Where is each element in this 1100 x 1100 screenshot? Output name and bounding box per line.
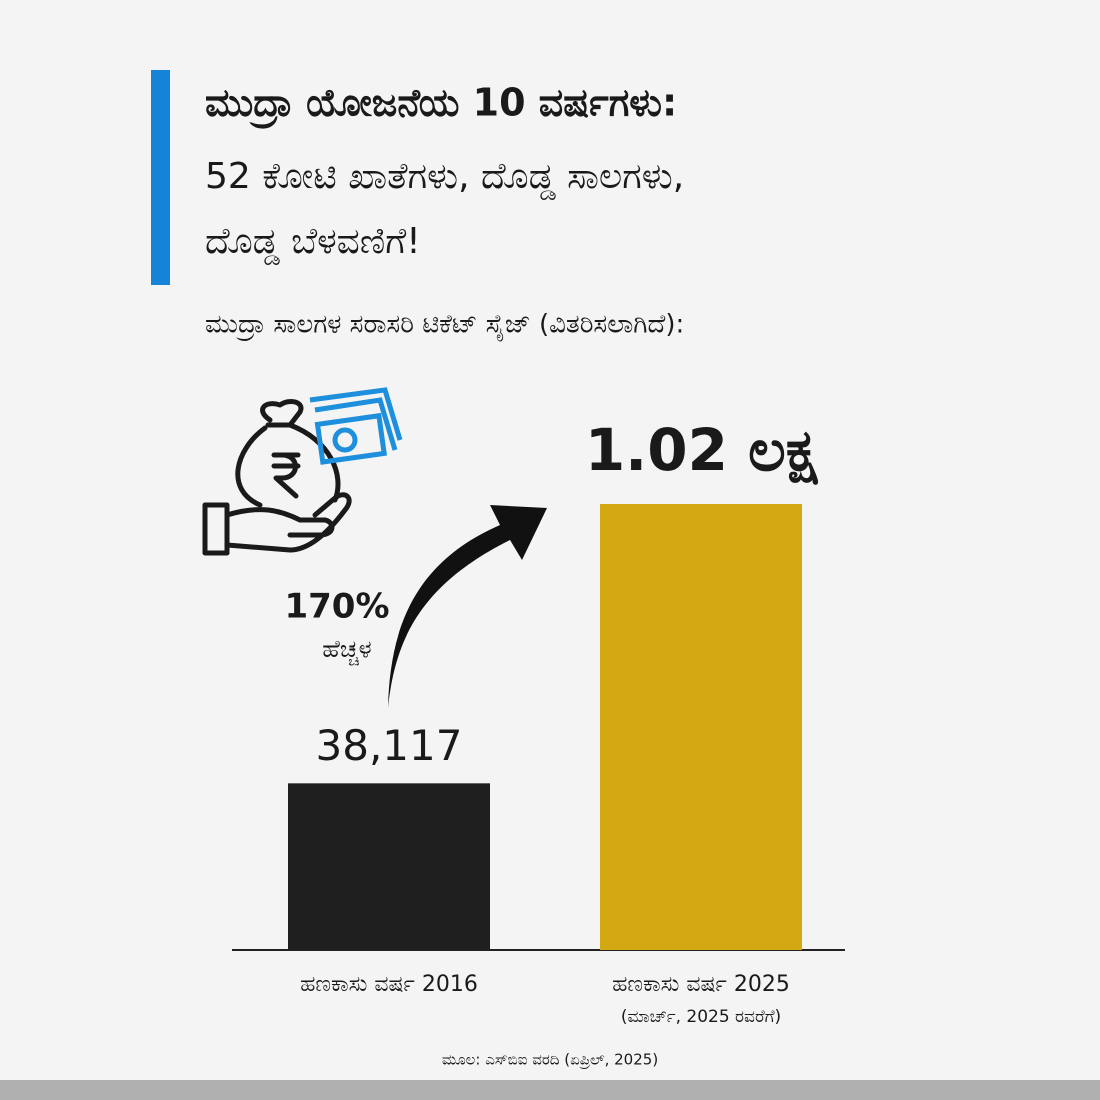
value-label: 1.02 ಲಕ್ಷ <box>585 416 819 485</box>
growth-arrow <box>388 505 547 708</box>
title-accent <box>151 70 170 285</box>
value-label: 38,117 <box>316 721 463 770</box>
source: ಮೂಲ: ಎಸ್‌ಬಿಐ ವರದಿ (ಏಪ್ರಿಲ್, 2025) <box>442 1051 658 1069</box>
annotation-value: 170% <box>284 587 389 627</box>
title-line: ಮುದ್ರಾ ಯೋಜನೆಯ 10 ವರ್ಷಗಳು: <box>205 81 677 130</box>
x-tick-note: (ಮಾರ್ಚ್, 2025 ರವರೆಗೆ) <box>621 1007 781 1027</box>
title-line: 52 ಕೋಟಿ ಖಾತೆಗಳು, ದೊಡ್ಡ ಸಾಲಗಳು, <box>205 156 684 200</box>
annotation-text: ಹೆಚ್ಚಳ <box>322 635 371 665</box>
cash-icon <box>309 387 403 465</box>
title-line: ದೊಡ್ಡ ಬೆಳವಣಿಗೆ! <box>205 221 421 265</box>
x-tick-label: ಹಣಕಾಸು ವರ್ಷ 2025 <box>612 972 790 997</box>
bar <box>288 783 490 950</box>
x-tick-label: ಹಣಕಾಸು ವರ್ಷ 2016 <box>300 972 478 997</box>
subtitle: ಮುದ್ರಾ ಸಾಲಗಳ ಸರಾಸರಿ ಟಿಕೆಟ್ ಸೈಜ್ (ವಿತರಿಸಲ… <box>205 310 684 342</box>
footer-strip <box>0 1080 1100 1100</box>
bar <box>600 504 802 950</box>
money-icon <box>202 399 352 556</box>
